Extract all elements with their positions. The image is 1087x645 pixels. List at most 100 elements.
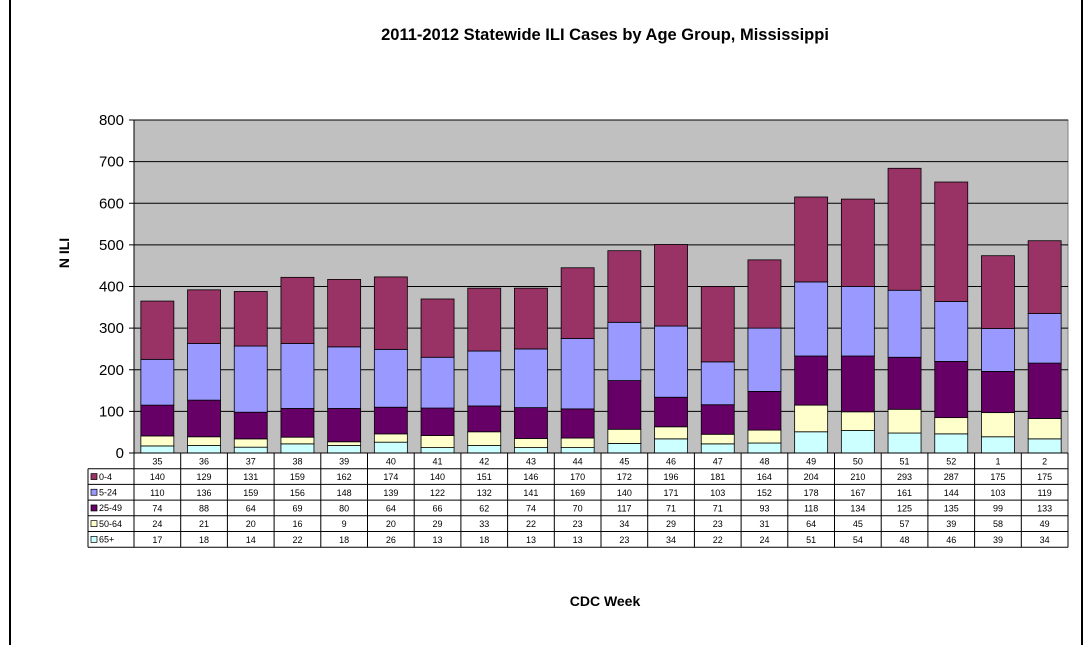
data-table-cell: 69 [292,503,302,513]
bar-segment [934,433,969,454]
chart-title: 2011-2012 Statewide ILI Cases by Age Gro… [381,26,829,44]
bar-segment [840,286,875,357]
data-table-cell: 62 [479,503,489,513]
data-table-cell: 204 [804,472,819,482]
data-table-cell: 66 [433,503,443,513]
data-table-cell: 64 [386,503,396,513]
data-table-cell: 159 [290,472,305,482]
bar-segment [794,281,829,357]
category-label: 2 [1042,456,1047,466]
category-label: 49 [806,456,816,466]
data-table-cell: 46 [946,535,956,545]
data-table-cell: 133 [1037,503,1052,513]
data-table-cell: 103 [990,488,1005,498]
category-label: 46 [666,456,676,466]
data-table-cell: 122 [430,488,445,498]
data-table-cell: 172 [617,472,632,482]
data-table-cell: 58 [993,519,1003,529]
bar-segment [514,407,548,439]
data-table-cell: 14 [246,535,256,545]
y-tick-label: 500 [99,237,124,254]
bar-segment [327,346,362,409]
data-table-cell: 131 [243,472,258,482]
y-tick-label: 600 [99,195,124,212]
bar-segment [187,436,221,446]
data-table-cell: 21 [199,519,209,529]
bar-segment [840,355,875,413]
bar-segment [700,433,735,445]
bar-segment [654,438,688,454]
bar-segment [560,267,595,339]
legend-label: 50-64 [99,519,122,529]
bar-segment [840,430,875,454]
bar-segment [233,291,268,347]
data-table-cell: 175 [990,472,1005,482]
data-table-cell: 136 [197,488,212,498]
data-table-cell: 33 [479,519,489,529]
category-label: 50 [853,456,863,466]
data-table-cell: 140 [150,472,165,482]
category-label: 39 [339,456,349,466]
category-label: 35 [152,456,162,466]
data-table-cell: 24 [152,519,162,529]
bar-segment [187,343,221,401]
data-table-cell: 17 [152,535,162,545]
bar-segment [934,181,969,302]
data-table-cell: 125 [897,503,912,513]
bar-segment [794,404,829,433]
data-table-cell: 23 [619,535,629,545]
data-table-cell: 20 [246,519,256,529]
data-table-cell: 93 [759,503,769,513]
data-table-cell: 118 [804,503,818,513]
data-table-cell: 99 [993,503,1003,513]
bar-segment [700,361,735,406]
legend-swatch [90,473,98,480]
bar-segment [373,276,408,350]
category-label: 45 [619,456,629,466]
category-label: 1 [995,456,1000,466]
data-table-cell: 293 [897,472,912,482]
bar-segment [280,343,315,409]
y-tick-label: 200 [99,362,124,379]
bar-segment [887,167,922,291]
bar-segment [420,447,455,454]
bar-segment [467,431,502,446]
data-table-cell: 45 [853,519,863,529]
data-table-cell: 119 [1037,488,1051,498]
bar-segment [140,445,175,454]
bar-segment [747,442,782,454]
data-table-cell: 178 [804,488,819,498]
bar-segment [373,433,408,443]
data-table-cell: 167 [850,488,865,498]
data-table-cell: 140 [617,488,632,498]
data-table-cell: 64 [246,503,256,513]
bar-segment [327,279,362,348]
data-table-cell: 13 [433,535,443,545]
bar-segment [233,411,268,440]
data-table-cell: 9 [342,519,347,529]
data-table-cell: 164 [757,472,772,482]
data-table-cell: 18 [339,535,349,545]
bar-segment [700,443,735,454]
data-table-cell: 71 [666,503,676,513]
bar-segment [140,404,175,437]
bar-segment [233,438,268,448]
legend-swatch [90,520,98,528]
data-table-cell: 64 [806,519,816,529]
legend-swatch [90,535,98,543]
data-table-cell: 88 [199,503,209,513]
bar-segment [747,327,782,392]
bar-segment [420,407,455,436]
data-table-cell: 54 [853,535,863,545]
data-table-cell: 22 [526,519,536,529]
bar-segment [981,412,1015,438]
bar-segment [654,244,688,327]
legend-swatch [90,488,98,496]
data-table-cell: 156 [290,488,305,498]
data-table-cell: 196 [664,472,679,482]
data-table-cell: 139 [383,488,398,498]
data-table-cell: 29 [433,519,443,529]
bar-segment [747,429,782,444]
data-table-cell: 22 [292,535,302,545]
